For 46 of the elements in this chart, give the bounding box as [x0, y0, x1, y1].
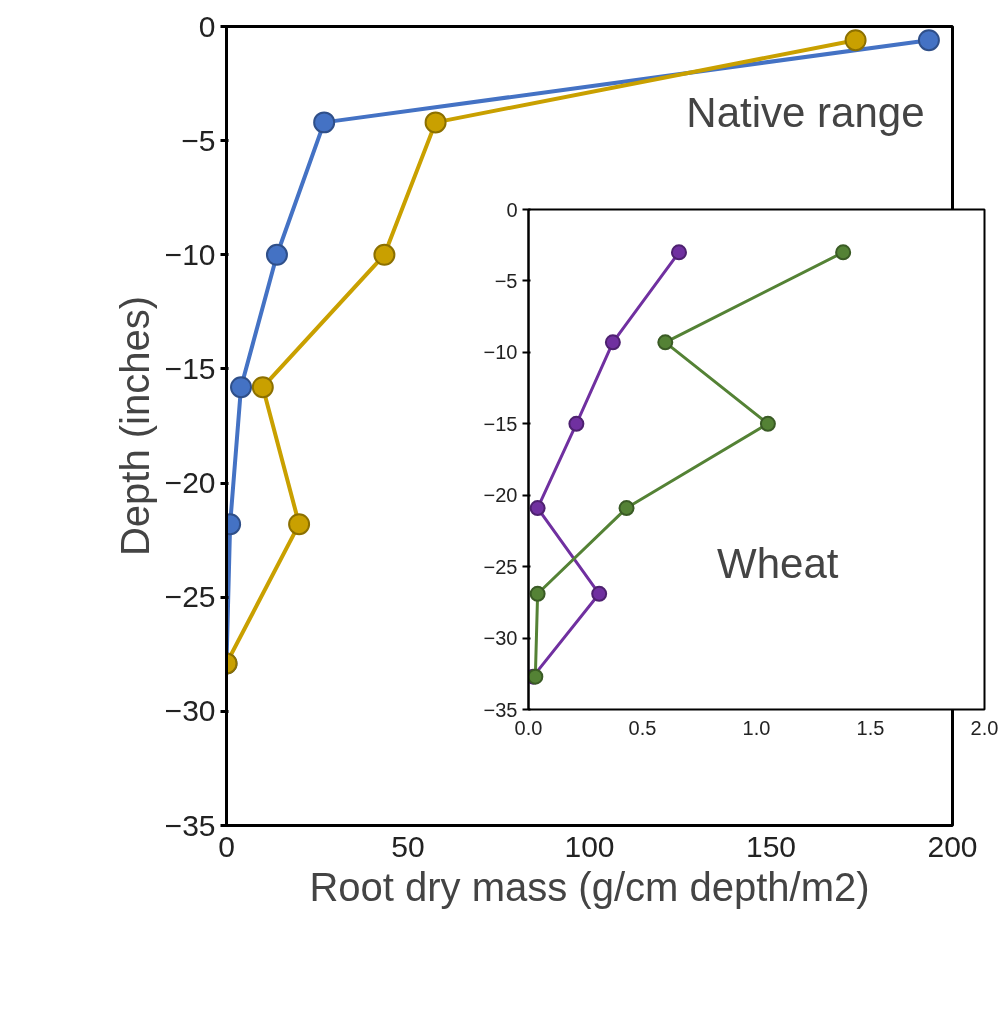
x-tick-label: 1.5 — [856, 716, 885, 739]
y-tick-label: −30 — [164, 694, 216, 728]
point — [618, 500, 635, 517]
point — [373, 243, 396, 266]
point — [529, 585, 546, 602]
y-tick-label: −30 — [483, 627, 518, 650]
y-tick-label: −35 — [164, 808, 216, 842]
x-tick-label: 2.0 — [970, 716, 999, 739]
point — [424, 111, 447, 134]
y-axis-title: Depth (inches) — [112, 295, 157, 557]
y-tick-label: −15 — [164, 351, 216, 385]
y-tick-label: 0 — [198, 9, 216, 43]
x-tick-label: 50 — [391, 829, 425, 863]
y-tick-label: −5 — [494, 269, 518, 292]
point — [917, 29, 940, 52]
point — [759, 415, 776, 432]
point — [288, 513, 311, 536]
y-tick-label: −25 — [483, 555, 518, 578]
point — [568, 415, 585, 432]
point — [835, 244, 852, 261]
y-tick-label: −20 — [164, 466, 216, 500]
x-axis-title: Root dry mass (g/cm depth/m2) — [309, 864, 870, 909]
y-tick-label: 0 — [506, 198, 518, 221]
point — [529, 500, 546, 517]
y-tick-label: −5 — [181, 123, 216, 157]
y-tick-label: −15 — [483, 412, 518, 435]
annotation: Native range — [686, 88, 925, 136]
x-tick-label: 0.5 — [628, 716, 657, 739]
point — [230, 376, 253, 399]
x-tick-label: 100 — [564, 829, 615, 863]
point — [313, 111, 336, 134]
point — [844, 29, 867, 52]
point — [657, 334, 674, 351]
y-tick-label: −25 — [164, 580, 216, 614]
point — [265, 243, 288, 266]
x-tick-label: 200 — [927, 829, 978, 863]
x-tick-label: 150 — [745, 829, 797, 863]
y-tick-label: −20 — [483, 484, 518, 507]
point — [604, 334, 621, 351]
point — [591, 585, 608, 602]
x-tick-label: 1.0 — [742, 716, 771, 739]
point — [251, 376, 274, 399]
y-tick-label: −10 — [164, 237, 216, 271]
annotation: Wheat — [717, 539, 839, 587]
y-tick-label: −10 — [483, 341, 518, 364]
point — [670, 244, 687, 261]
